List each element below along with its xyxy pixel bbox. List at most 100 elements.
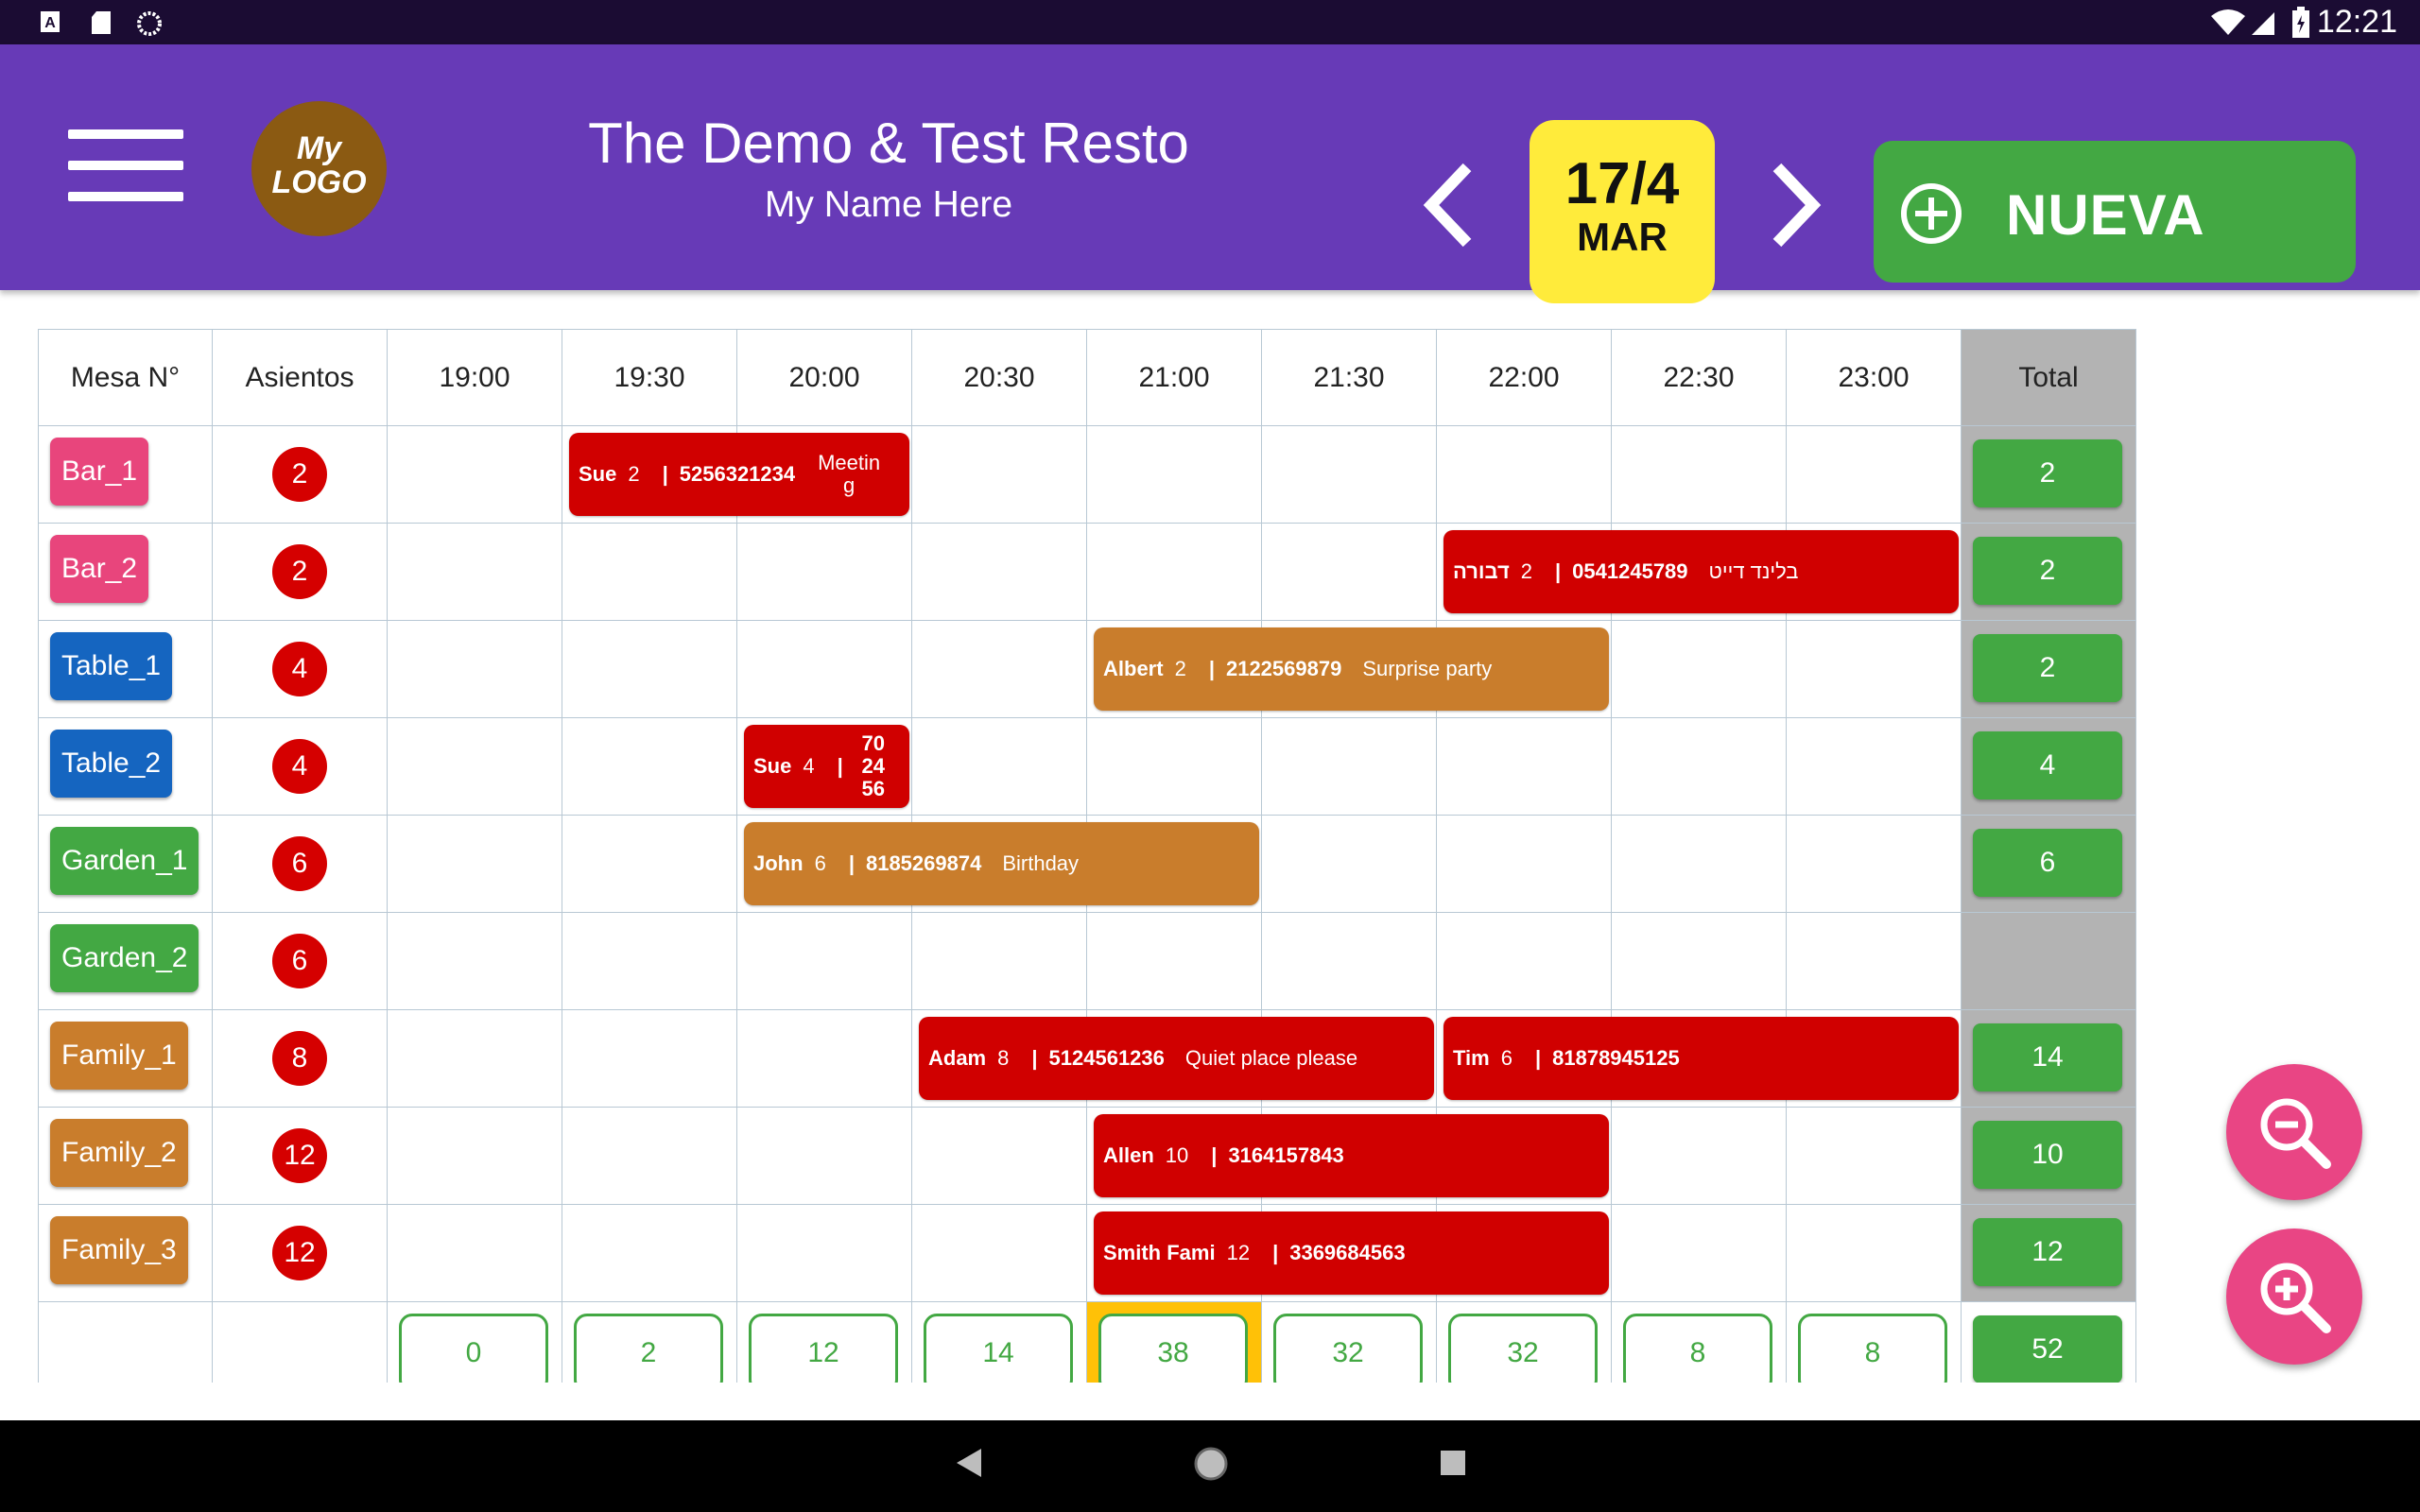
guest-count: 8 <box>997 1046 1010 1070</box>
reservation-grid: Mesa N° Asientos 19:00 19:30 20:00 20:30 21:00… <box>38 329 2136 1383</box>
reservation-block[interactable]: John 6 | 8185269874 Birthday <box>744 822 1259 905</box>
time-slot-cell <box>1437 426 1612 524</box>
date-display[interactable]: 17/4 MAR <box>1530 120 1715 303</box>
seats-cell: 8 <box>213 1010 388 1108</box>
time-slot-cell <box>912 718 1087 816</box>
table-name-button[interactable]: Garden_2 <box>50 924 199 992</box>
time-slot-cell <box>388 816 562 913</box>
row-total-badge: 4 <box>1973 731 2122 799</box>
new-reservation-button[interactable]: NUEVA <box>1874 141 2356 283</box>
time-total-button[interactable]: 8 <box>1623 1314 1772 1383</box>
reservation-block[interactable]: Sue 2 | 5256321234 Meetin g <box>569 433 909 516</box>
time-total-button[interactable]: 0 <box>399 1314 548 1383</box>
time-slot-cell <box>1787 1108 1962 1205</box>
time-slot-cell <box>388 524 562 621</box>
row-total-badge: 14 <box>1973 1023 2122 1091</box>
back-icon[interactable] <box>955 1447 983 1479</box>
time-slot-cell <box>1787 913 1962 1010</box>
guest-name: Tim <box>1453 1046 1490 1070</box>
table-name-cell: Bar_1 <box>38 426 213 524</box>
new-reservation-label: NUEVA <box>2006 183 2205 247</box>
time-total-button[interactable]: 12 <box>749 1314 898 1383</box>
previous-day-icon[interactable] <box>1418 158 1484 252</box>
row-total-cell: 14 <box>1962 1010 2136 1108</box>
time-slot-cell <box>1087 913 1262 1010</box>
wifi-icon <box>2211 9 2245 35</box>
guest-name: John <box>753 851 804 875</box>
reservation-block[interactable]: Adam 8 | 5124561236 Quiet place please <box>919 1017 1434 1100</box>
time-slot-cell <box>912 621 1087 718</box>
reservation-block[interactable]: Tim 6 | 81878945125 <box>1443 1017 1959 1100</box>
reservation-note: Surprise party <box>1362 657 1493 680</box>
recents-icon[interactable] <box>1439 1449 1467 1477</box>
next-day-icon[interactable] <box>1760 158 1826 252</box>
time-slot-cell <box>737 718 912 816</box>
time-slot-cell <box>562 913 737 1010</box>
table-name-button[interactable]: Bar_2 <box>50 535 149 603</box>
time-slot-cell <box>737 1108 912 1205</box>
reservation-block[interactable]: Smith Fami 12 | 3369684563 <box>1094 1211 1609 1295</box>
column-header-seats: Asientos <box>213 329 388 426</box>
column-header-table: Mesa N° <box>38 329 213 426</box>
time-slot-cell <box>1262 1010 1437 1108</box>
time-slot-cell <box>562 718 737 816</box>
time-slot-cell <box>1612 426 1787 524</box>
reservation-block[interactable]: דבורה 2 | 0541245789 בלינד דייט <box>1443 530 1959 613</box>
reservation-block[interactable]: Allen 10 | 3164157843 <box>1094 1114 1609 1197</box>
reservation-note: Birthday <box>1002 851 1080 875</box>
time-total-button[interactable]: 38 <box>1098 1314 1248 1383</box>
zoom-in-button[interactable] <box>2226 1228 2362 1365</box>
time-slot-cell <box>562 621 737 718</box>
phone-number: 70 24 56 <box>861 731 885 800</box>
seats-badge: 6 <box>272 836 327 891</box>
time-total-button[interactable]: 32 <box>1273 1314 1423 1383</box>
time-slot-cell <box>912 913 1087 1010</box>
column-header-time: 20:30 <box>912 329 1087 426</box>
zoom-out-button[interactable] <box>2226 1064 2362 1200</box>
time-total-button[interactable]: 2 <box>574 1314 723 1383</box>
table-name-button[interactable]: Table_1 <box>50 632 173 700</box>
separator: | <box>1208 657 1215 680</box>
menu-icon[interactable] <box>68 129 183 205</box>
time-slot-cell <box>912 524 1087 621</box>
guest-count: 6 <box>814 851 826 875</box>
row-total-badge: 12 <box>1973 1218 2122 1286</box>
time-slot-cell <box>1087 718 1262 816</box>
column-header-time: 22:00 <box>1437 329 1612 426</box>
guest-name: Albert <box>1103 657 1164 680</box>
separator: | <box>1555 559 1562 583</box>
phone-number: 5124561236 <box>1048 1046 1165 1070</box>
reservation-block[interactable]: Albert 2 | 2122569879 Surprise party <box>1094 627 1609 711</box>
time-slot-cell <box>1787 816 1962 913</box>
table-name-button[interactable]: Family_1 <box>50 1022 188 1090</box>
separator: | <box>1031 1046 1038 1070</box>
table-name-button[interactable]: Family_3 <box>50 1216 188 1284</box>
time-total-button[interactable]: 14 <box>924 1314 1073 1383</box>
column-header-total: Total <box>1962 329 2136 426</box>
phone-number: 5256321234 <box>679 462 796 486</box>
row-total-badge: 2 <box>1973 537 2122 605</box>
time-slot-cell <box>912 1108 1087 1205</box>
seats-badge: 4 <box>272 642 327 696</box>
time-slot-cell <box>1437 816 1612 913</box>
table-name-button[interactable]: Bar_1 <box>50 438 149 506</box>
reservation-note: בלינד דייט <box>1708 559 1799 583</box>
clock: 12:21 <box>2316 4 2397 40</box>
time-slot-cell <box>737 524 912 621</box>
a-icon: A <box>41 11 60 32</box>
reservation-block[interactable]: Sue 4 | 70 24 56 <box>744 725 909 808</box>
seats-cell: 4 <box>213 718 388 816</box>
phone-number: 81878945125 <box>1552 1046 1680 1070</box>
time-total-button[interactable]: 32 <box>1448 1314 1598 1383</box>
signal-icon <box>2252 12 2274 35</box>
home-icon[interactable] <box>1193 1446 1229 1482</box>
table-name-button[interactable]: Family_2 <box>50 1119 188 1187</box>
guest-count: 2 <box>1174 657 1186 680</box>
time-slot-cell <box>1262 524 1437 621</box>
time-slot-cell <box>737 913 912 1010</box>
time-total-cell: 32 <box>1437 1302 1612 1383</box>
time-total-button[interactable]: 8 <box>1798 1314 1947 1383</box>
table-name-button[interactable]: Table_2 <box>50 730 173 798</box>
seats-cell: 12 <box>213 1108 388 1205</box>
table-name-button[interactable]: Garden_1 <box>50 827 199 895</box>
